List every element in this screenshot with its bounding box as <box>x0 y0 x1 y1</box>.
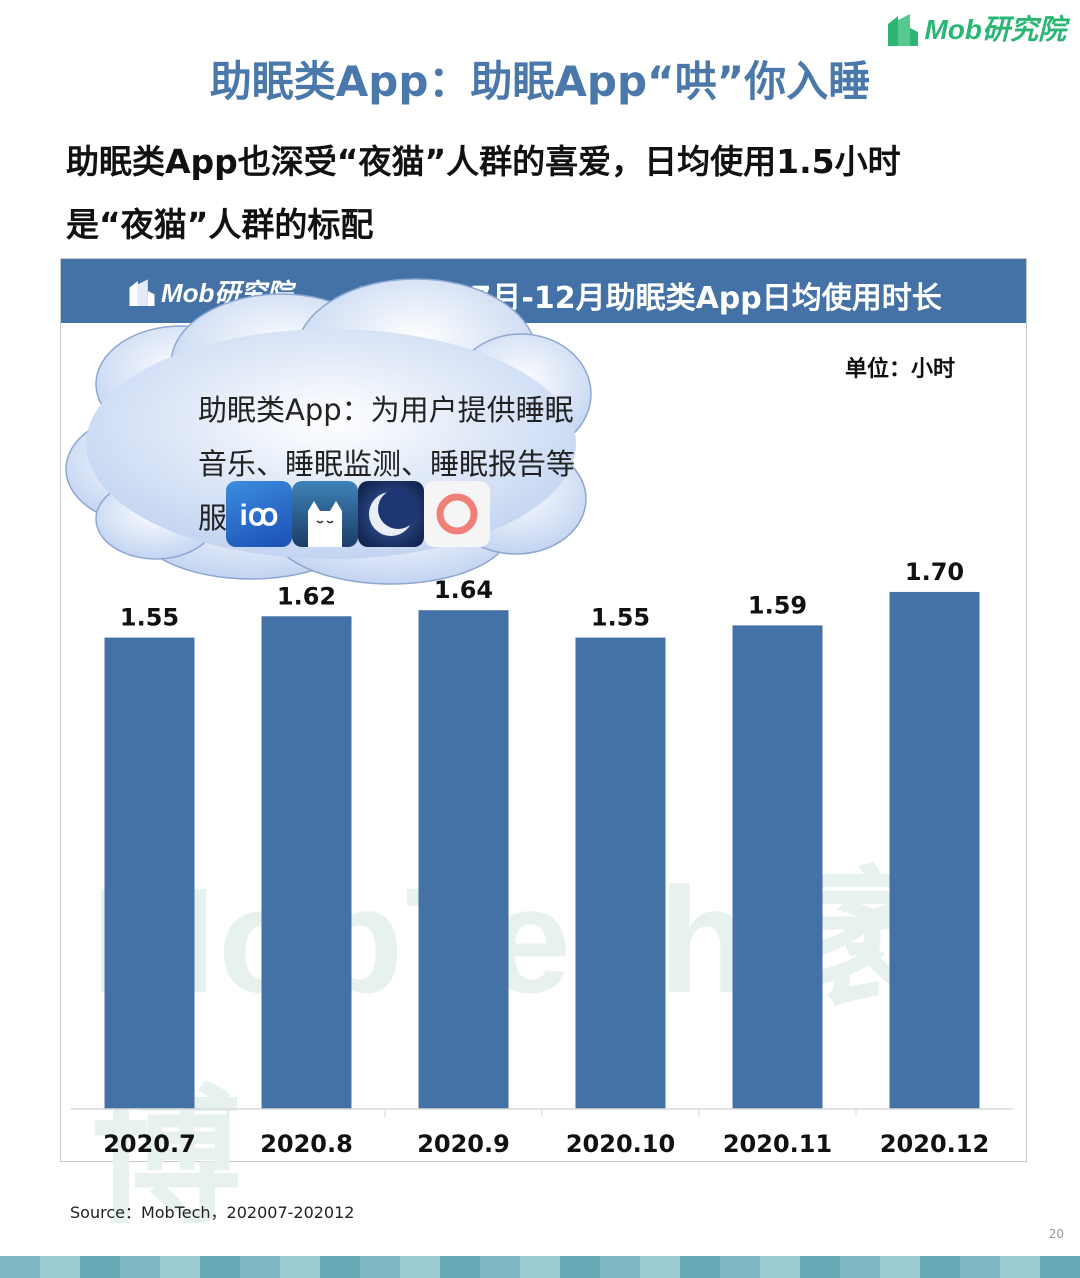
mob-logo: Mob研究院 <box>886 6 1066 50</box>
x-tick-label-2020.7: 2020.7 <box>103 1130 196 1158</box>
page-number: 20 <box>1048 1227 1064 1241</box>
source-note: Source：MobTech，202007-202012 <box>70 1203 355 1222</box>
bar-2020.8 <box>261 616 352 1109</box>
x-tick-label-2020.12: 2020.12 <box>880 1130 989 1158</box>
building-logo-icon <box>888 14 919 46</box>
bar-2020.7 <box>104 637 195 1109</box>
data-label-2020.11: 1.59 <box>748 591 807 619</box>
x-tick-label-2020.10: 2020.10 <box>566 1130 675 1158</box>
bar-2020.12 <box>889 591 980 1109</box>
unit-label: 单位：小时 <box>845 357 956 382</box>
data-label-2020.7: 1.55 <box>120 604 179 632</box>
x-tick-label-2020.11: 2020.11 <box>723 1130 832 1158</box>
page-title: 助眠类App：助眠App“哄”你入睡 <box>209 57 871 106</box>
chart-panel: MobTech 袤博 Mob研究院 2020年7月-12月助眠类App日均使用时… <box>60 258 1027 1241</box>
x-tick-label-2020.9: 2020.9 <box>417 1130 510 1158</box>
moon-night-app-icon <box>358 481 424 547</box>
data-label-2020.12: 1.70 <box>905 558 964 586</box>
bottom-stripe <box>0 1256 1080 1278</box>
bar-2020.10 <box>575 637 666 1109</box>
sleep-sound-app-icon: iꝏ <box>226 481 292 547</box>
data-label-2020.9: 1.64 <box>434 576 493 604</box>
subtitle: 助眠类App也深受“夜猫”人群的喜爱，日均使用1.5小时 是“夜猫”人群的标配 <box>66 130 1026 256</box>
header-logo: Mob研究院 <box>127 271 292 311</box>
bar-2020.11 <box>732 625 823 1109</box>
white-cat-app-icon <box>292 481 358 547</box>
logo-text: Mob研究院 <box>924 14 1066 45</box>
data-label-2020.8: 1.62 <box>277 582 336 610</box>
subtitle-line-1: 助眠类App也深受“夜猫”人群的喜爱，日均使用1.5小时 <box>66 142 901 181</box>
callout-line-1: 助眠类App：为用户提供睡眠 <box>198 393 574 427</box>
svg-text:iꝏ: iꝏ <box>240 499 279 532</box>
bar-2020.9 <box>418 610 509 1109</box>
callout-line-2: 音乐、睡眠监测、睡眠报告等 <box>198 447 576 481</box>
data-label-2020.10: 1.55 <box>591 604 650 632</box>
coral-ring-app-icon <box>424 481 490 547</box>
subtitle-line-2: 是“夜猫”人群的标配 <box>66 205 374 244</box>
x-tick-label-2020.8: 2020.8 <box>260 1130 353 1158</box>
building-logo-icon <box>129 279 155 306</box>
